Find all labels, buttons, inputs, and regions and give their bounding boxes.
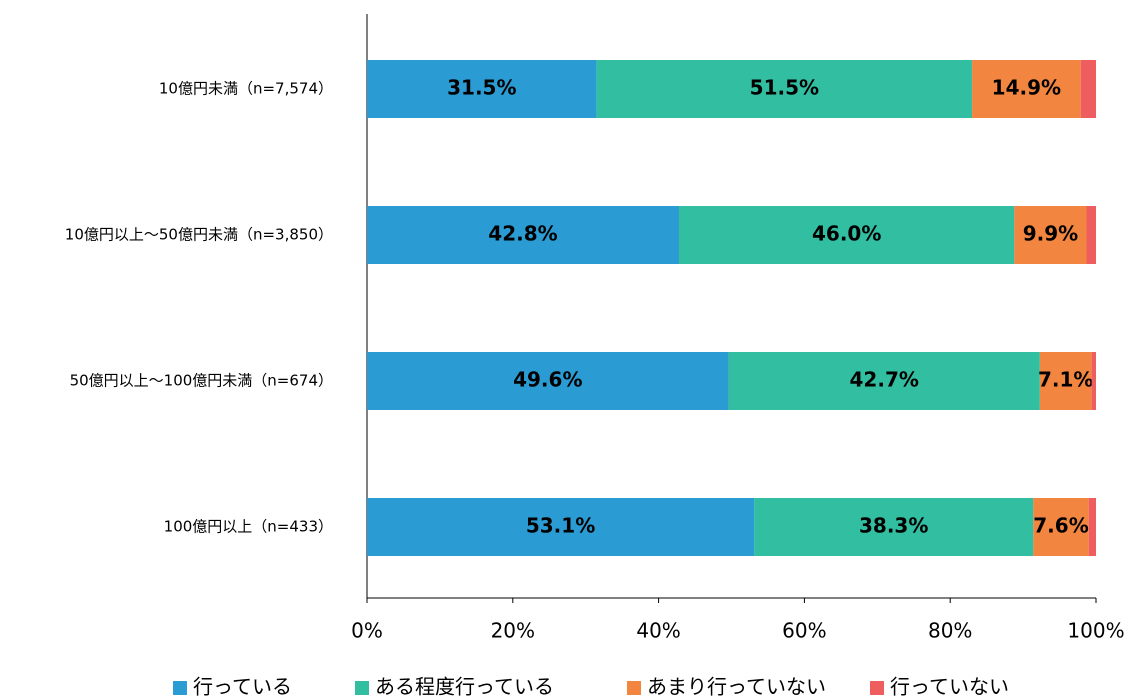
data-label: 49.6% — [513, 368, 582, 392]
bar-segment — [1039, 352, 1092, 410]
data-label: 7.1% — [1038, 368, 1093, 392]
x-tick-label: 80% — [928, 619, 972, 643]
data-label: 46.0% — [812, 222, 881, 246]
y-tick-label: 10億円未満（n=7,574） — [159, 80, 333, 98]
legend-label: ある程度行っている — [375, 675, 554, 698]
data-label: 42.7% — [850, 368, 919, 392]
data-label: 42.8% — [488, 222, 557, 246]
bar-segment — [754, 498, 1034, 556]
bar-segment — [367, 60, 597, 118]
bar-segment — [728, 352, 1040, 410]
data-label: 53.1% — [526, 514, 595, 538]
data-label: 51.5% — [750, 76, 819, 100]
data-label: 31.5% — [447, 76, 516, 100]
bar-segment — [679, 206, 1015, 264]
bar-segment — [596, 60, 973, 118]
bar-segment — [1080, 60, 1096, 118]
x-tick-label: 40% — [636, 619, 680, 643]
bar-segment — [1014, 206, 1087, 264]
legend-label: 行っている — [193, 675, 292, 698]
legend-swatch — [173, 681, 187, 695]
bar-segment — [367, 498, 755, 556]
bar-segment — [367, 352, 729, 410]
legend-swatch — [870, 681, 884, 695]
x-tick-label: 60% — [782, 619, 826, 643]
data-label: 38.3% — [859, 514, 928, 538]
bar-segment — [1088, 498, 1096, 556]
bar-segment — [1091, 352, 1096, 410]
x-tick-label: 0% — [351, 619, 383, 643]
data-label: 9.9% — [1023, 222, 1078, 246]
x-tick-label: 20% — [491, 619, 535, 643]
bar-segment — [367, 206, 680, 264]
y-tick-label: 10億円以上～50億円未満（n=3,850） — [65, 226, 333, 244]
y-tick-label: 100億円以上（n=433） — [164, 518, 333, 536]
legend-label: 行っていない — [890, 675, 1009, 698]
data-label: 7.6% — [1033, 514, 1088, 538]
bar-segment — [1033, 498, 1089, 556]
legend-swatch — [627, 681, 641, 695]
legend-swatch — [355, 681, 369, 695]
bar-segment — [1086, 206, 1096, 264]
data-label: 14.9% — [992, 76, 1061, 100]
bar-segment — [972, 60, 1081, 118]
x-tick-label: 100% — [1067, 619, 1124, 643]
y-tick-label: 50億円以上～100億円未満（n=674） — [70, 372, 333, 390]
legend-label: あまり行っていない — [647, 675, 826, 698]
